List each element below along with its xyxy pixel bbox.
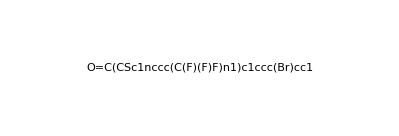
- Text: O=C(CSc1nccc(C(F)(F)F)n1)c1ccc(Br)cc1: O=C(CSc1nccc(C(F)(F)F)n1)c1ccc(Br)cc1: [86, 63, 313, 73]
